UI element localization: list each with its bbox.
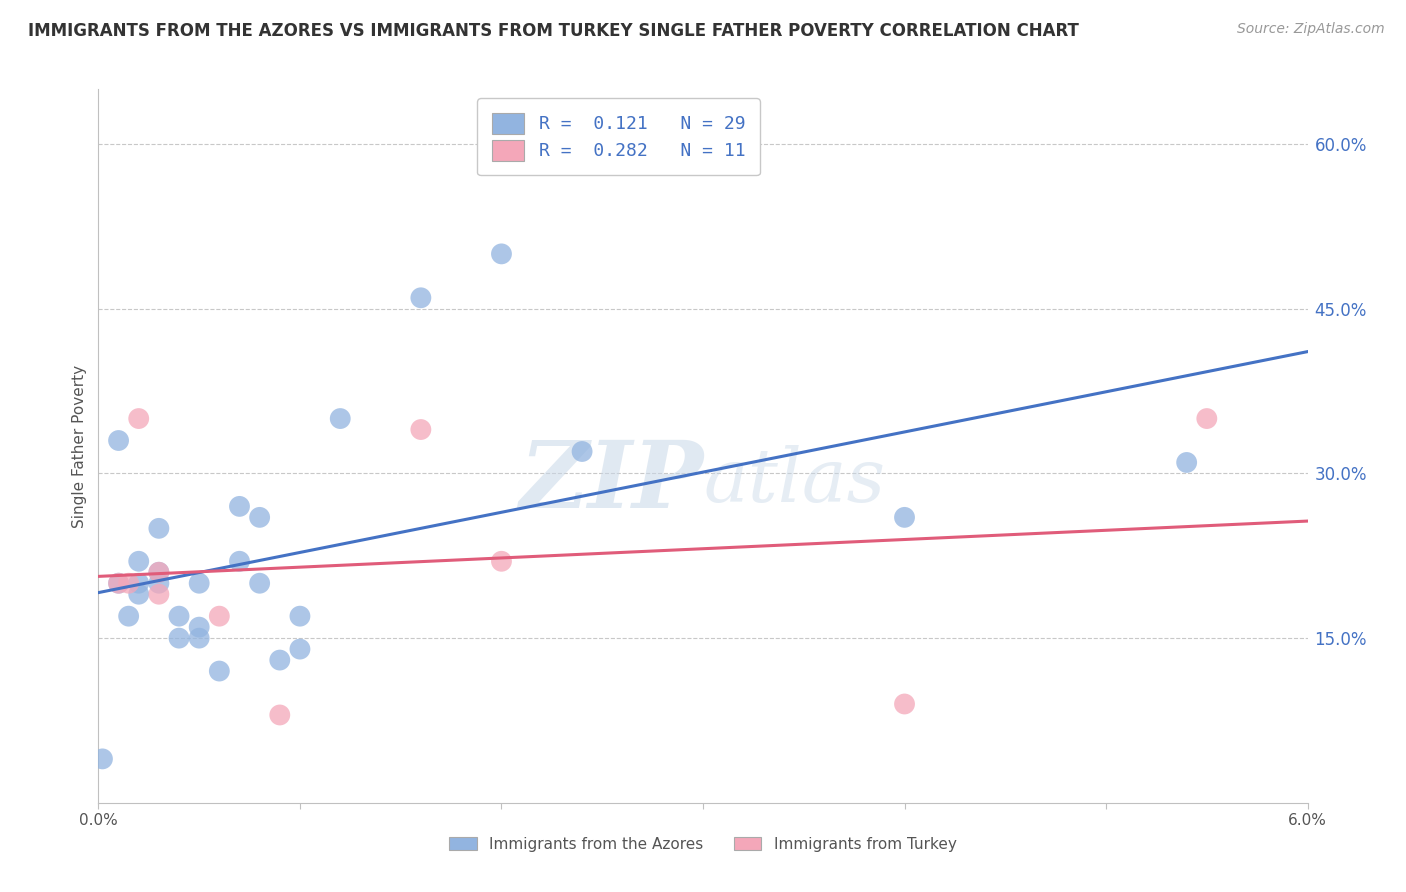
Point: [1195, 411, 1218, 425]
Point: [148, 587, 170, 601]
Point: [118, 609, 141, 624]
Point: [167, 609, 190, 624]
Point: [208, 609, 231, 624]
Point: [118, 576, 141, 591]
Point: [167, 631, 190, 645]
Point: [893, 697, 915, 711]
Text: Source: ZipAtlas.com: Source: ZipAtlas.com: [1237, 22, 1385, 37]
Text: IMMIGRANTS FROM THE AZORES VS IMMIGRANTS FROM TURKEY SINGLE FATHER POVERTY CORRE: IMMIGRANTS FROM THE AZORES VS IMMIGRANTS…: [28, 22, 1078, 40]
Point: [208, 664, 231, 678]
Legend: Immigrants from the Azores, Immigrants from Turkey: Immigrants from the Azores, Immigrants f…: [441, 829, 965, 859]
Point: [107, 434, 129, 448]
Point: [148, 566, 170, 580]
Point: [148, 566, 170, 580]
Point: [107, 576, 129, 591]
Point: [128, 411, 150, 425]
Text: atlas: atlas: [703, 445, 886, 518]
Point: [288, 609, 311, 624]
Point: [1175, 455, 1198, 469]
Point: [269, 708, 291, 723]
Point: [128, 576, 150, 591]
Point: [329, 411, 352, 425]
Point: [91, 752, 114, 766]
Point: [188, 631, 211, 645]
Point: [128, 554, 150, 568]
Text: ZIP: ZIP: [519, 437, 703, 526]
Point: [409, 423, 432, 437]
Point: [491, 554, 513, 568]
Point: [148, 521, 170, 535]
Point: [228, 500, 250, 514]
Y-axis label: Single Father Poverty: Single Father Poverty: [72, 365, 87, 527]
Point: [571, 444, 593, 458]
Point: [228, 554, 250, 568]
Point: [148, 576, 170, 591]
Point: [128, 587, 150, 601]
Point: [269, 653, 291, 667]
Point: [249, 510, 271, 524]
Point: [249, 576, 271, 591]
Point: [188, 576, 211, 591]
Point: [409, 291, 432, 305]
Point: [107, 576, 129, 591]
Point: [288, 642, 311, 657]
Point: [893, 510, 915, 524]
Point: [188, 620, 211, 634]
Point: [491, 247, 513, 261]
